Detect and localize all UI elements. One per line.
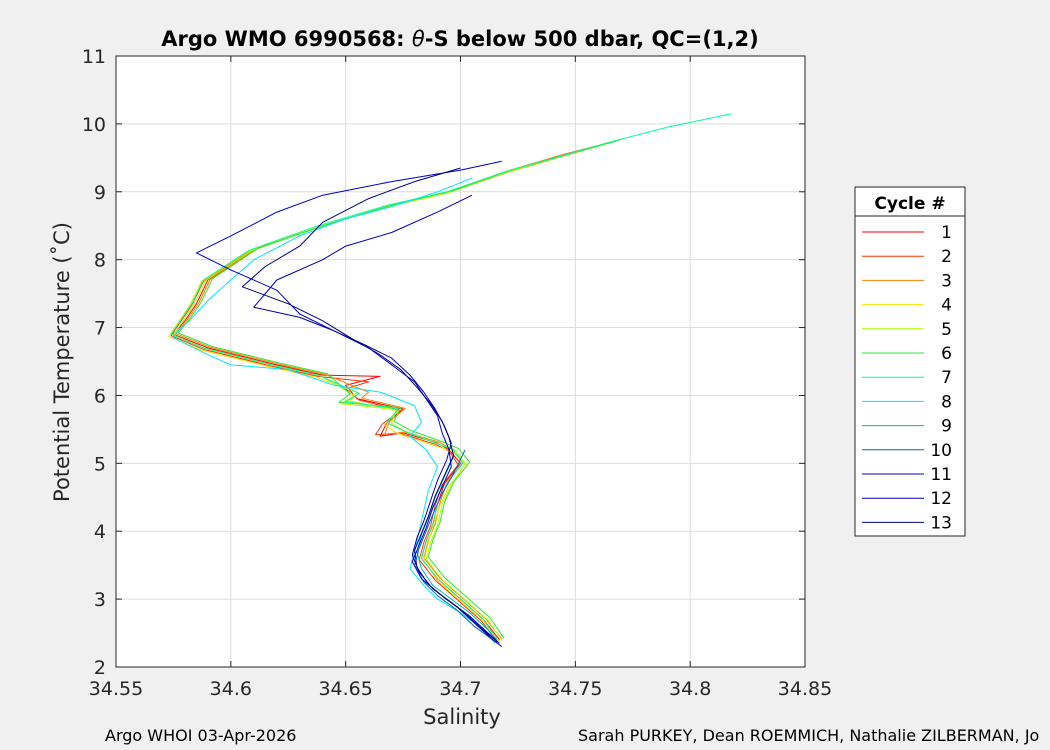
legend-label-2: 2 [941,247,952,267]
legend-label-1: 1 [941,223,952,243]
y-tick-label: 3 [94,589,106,611]
legend-label-3: 3 [941,271,952,291]
legend-label-7: 7 [941,368,952,388]
series-line-cycle-11 [195,160,503,648]
y-tick-label: 2 [94,657,106,679]
y-tick-label: 7 [94,318,106,340]
legend-label-9: 9 [941,417,952,437]
chart-title: Argo WMO 6990568: θ-S below 500 dbar, QC… [161,27,758,51]
x-axis-label: Salinity [423,705,501,729]
legend-label-12: 12 [930,489,952,509]
series-lines [168,113,732,648]
y-tick-label: 8 [94,250,106,272]
legend-label-5: 5 [941,320,952,340]
y-tick-label: 10 [82,114,106,136]
footer-left: Argo WHOI 03-Apr-2026 [105,726,297,745]
x-tick-label: 34.75 [548,678,602,700]
series-line-cycle-13 [241,167,498,643]
legend-label-10: 10 [930,441,952,461]
series-line-cycle-8 [172,177,496,644]
x-tick-label: 34.7 [439,678,481,700]
legend-title: Cycle # [874,194,945,214]
y-tick-labels: 2 3 4 5 6 7 8 9 10 11 [82,46,106,679]
series-line-cycle-7 [170,113,732,641]
y-axis-label: Potential Temperature (˚C) [50,222,74,502]
y-tick-label: 4 [94,521,106,543]
axis-ticks [115,55,806,668]
y-tick-label: 9 [94,182,106,204]
series-line-cycle-10 [414,449,493,641]
series-line-cycle-9 [416,456,498,644]
x-tick-label: 34.65 [318,678,372,700]
y-tick-label: 11 [82,46,106,68]
x-tick-label: 34.85 [778,678,832,700]
legend-label-8: 8 [941,392,952,412]
series-line-cycle-6 [177,139,620,639]
legend-label-11: 11 [930,465,952,485]
y-tick-label: 5 [94,453,106,475]
x-tick-label: 34.8 [669,678,711,700]
legend-label-13: 13 [930,513,952,533]
x-tick-label: 34.55 [89,678,143,700]
footer-right: Sarah PURKEY, Dean ROEMMICH, Nathalie ZI… [578,726,1040,745]
legend-label-4: 4 [941,296,952,316]
x-tick-labels: 34.55 34.6 34.65 34.7 34.75 34.8 34.85 [89,678,832,700]
x-tick-label: 34.6 [210,678,252,700]
legend-label-6: 6 [941,344,952,364]
y-tick-label: 6 [94,385,106,407]
legend-box [854,186,966,537]
